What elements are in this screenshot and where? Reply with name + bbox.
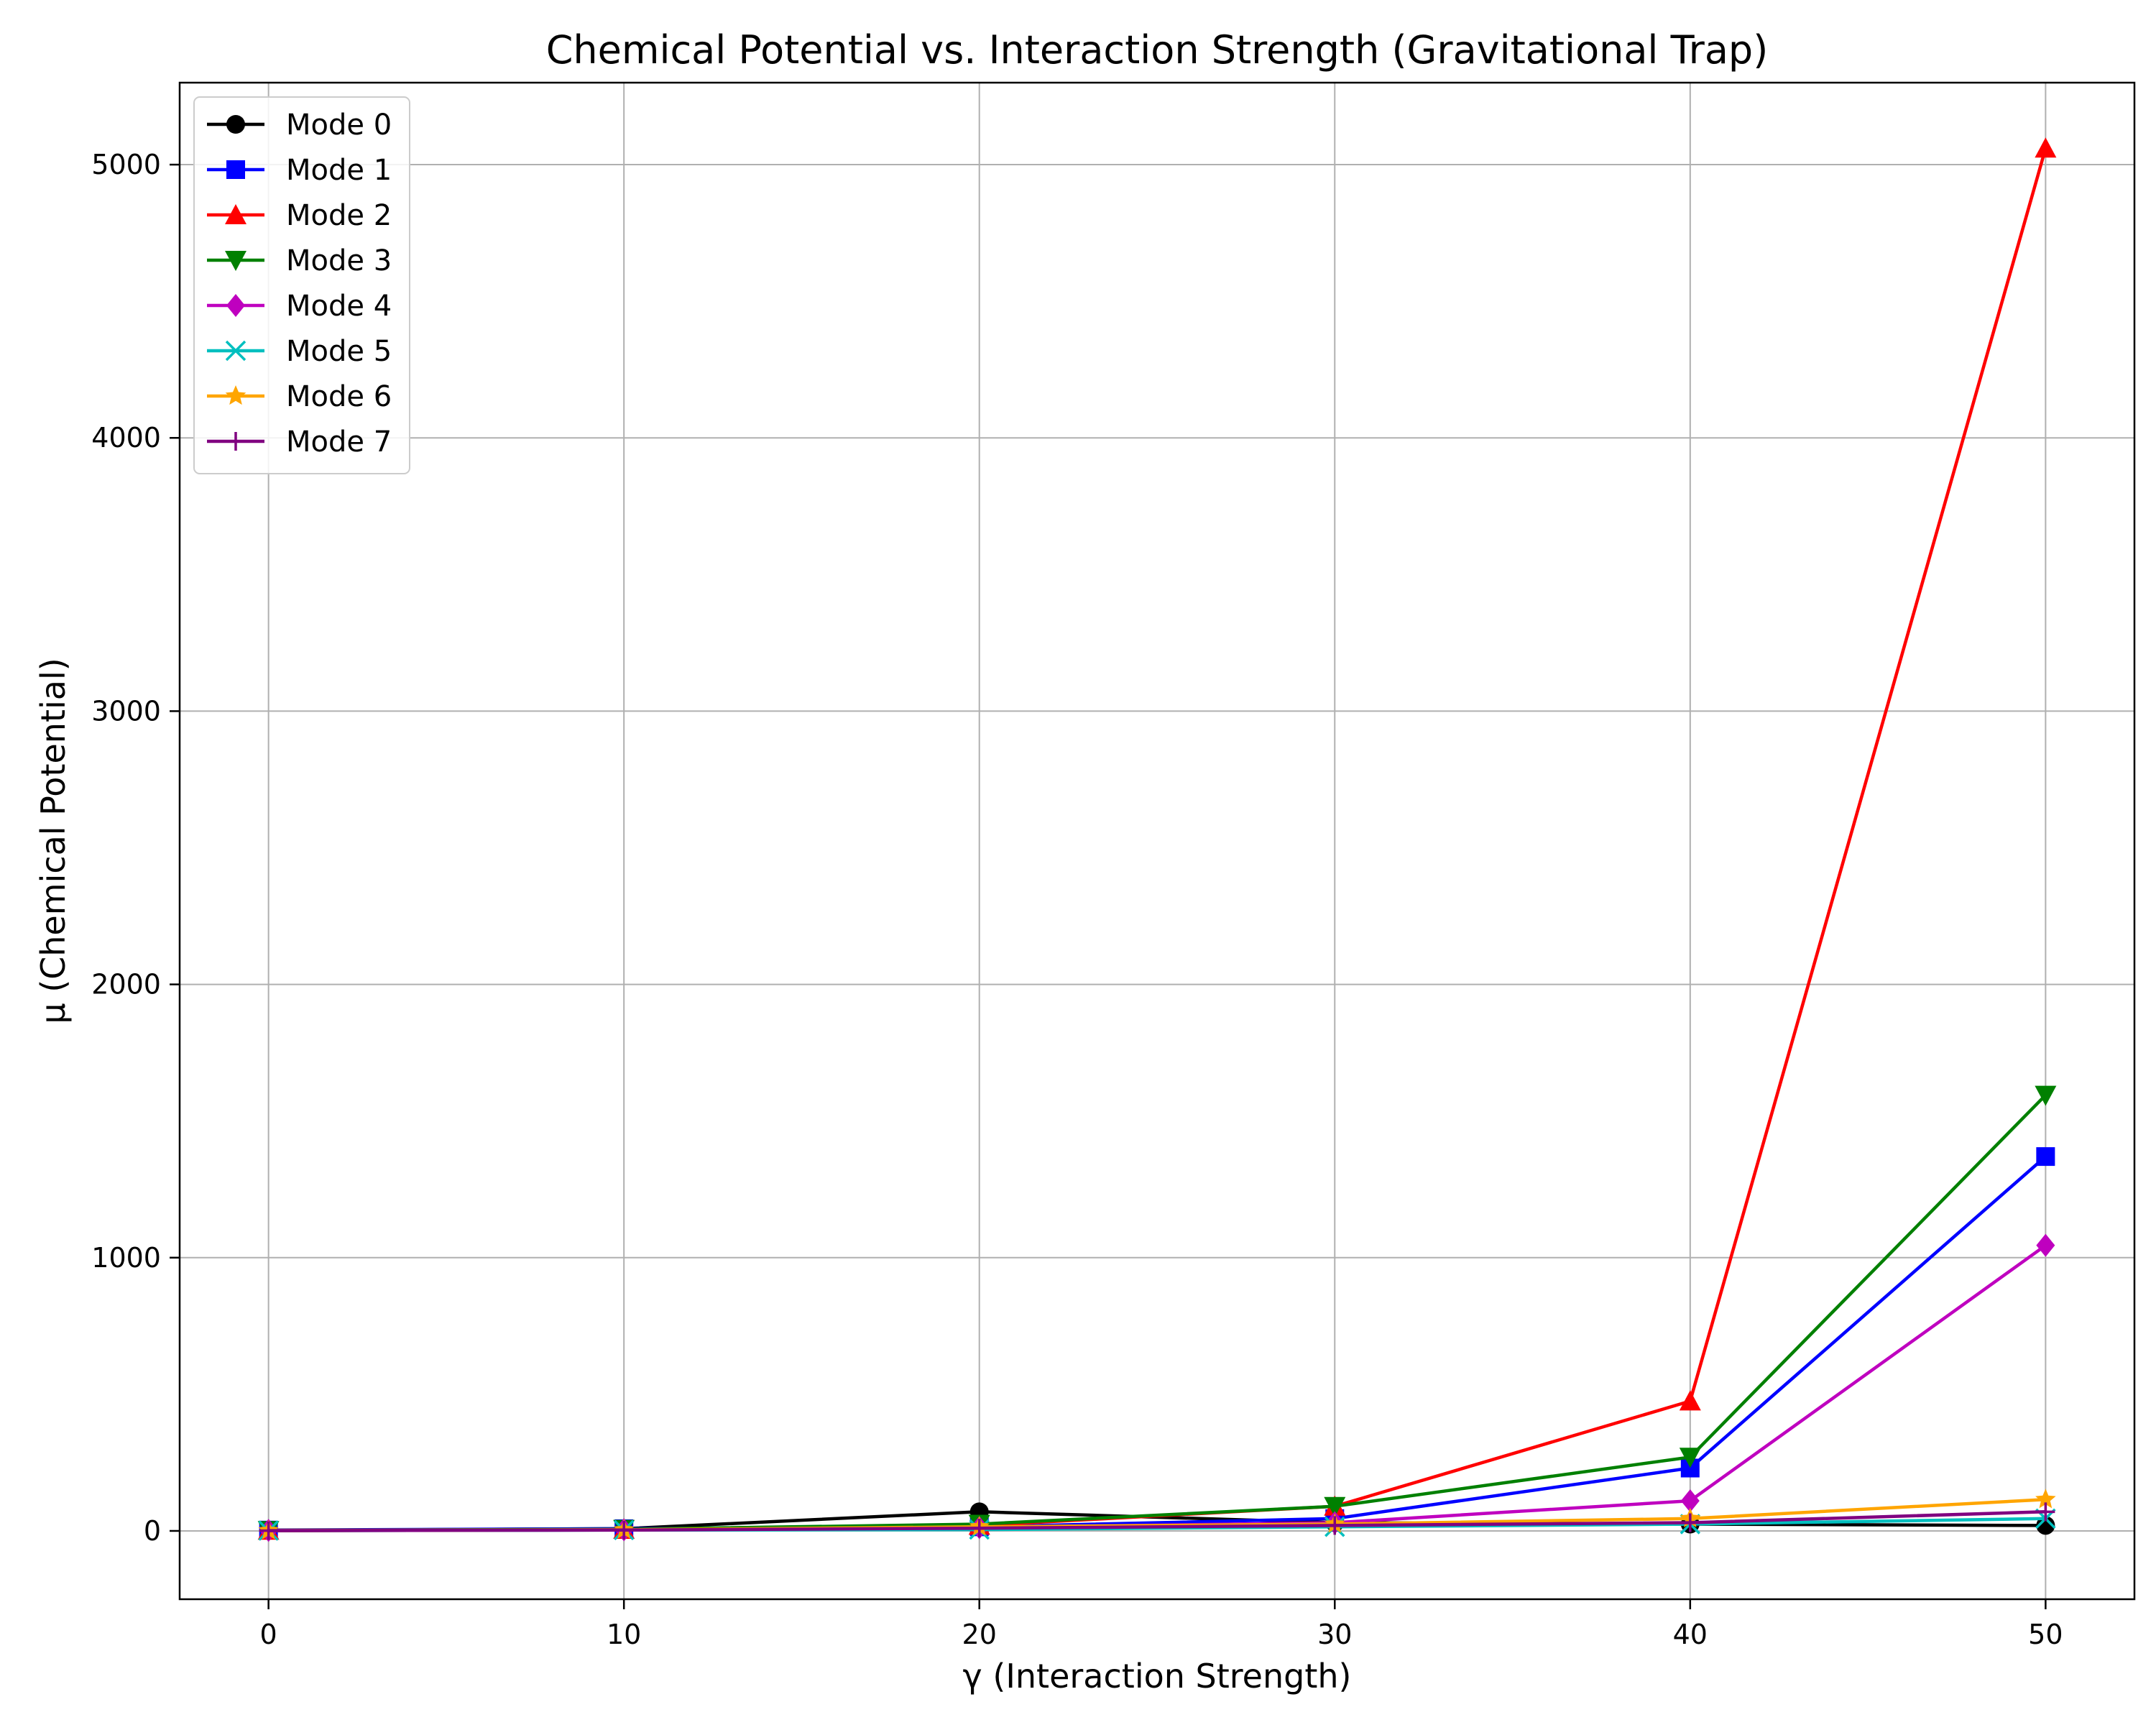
data-point — [2035, 137, 2057, 158]
legend-item: Mode 1 — [207, 154, 392, 187]
data-point — [259, 1521, 278, 1540]
legend-item: Mode 6 — [207, 380, 392, 413]
plot-series — [257, 137, 2057, 1542]
data-point — [969, 1519, 989, 1538]
data-point — [2036, 1516, 2055, 1535]
legend-marker — [225, 385, 247, 405]
legend-item: Mode 4 — [207, 290, 392, 323]
legend-marker — [226, 432, 245, 451]
data-point — [2036, 1233, 2055, 1257]
series-7 — [259, 1502, 2055, 1540]
data-point — [1325, 1516, 1345, 1535]
legend-marker — [225, 204, 247, 224]
data-point — [1680, 1489, 1700, 1513]
y-tick-label: 3000 — [91, 695, 161, 727]
x-tick-label: 0 — [260, 1619, 277, 1650]
y-axis-label: μ (Chemical Potential) — [34, 658, 73, 1024]
legend-marker — [225, 251, 247, 271]
data-point — [1324, 1496, 1346, 1517]
legend-box — [193, 96, 410, 474]
legend-marker — [225, 340, 247, 362]
y-tick-label: 2000 — [91, 969, 161, 1000]
legend-label: Mode 1 — [286, 154, 392, 187]
x-tick-label: 20 — [962, 1619, 997, 1650]
x-tick-label: 30 — [1317, 1619, 1352, 1650]
y-axis-ticks: 0 1000 2000 3000 4000 5000 — [91, 149, 180, 1547]
data-point — [614, 1520, 634, 1540]
legend-label: Mode 3 — [286, 244, 392, 277]
y-tick-label: 0 — [144, 1515, 161, 1547]
y-tick-label: 5000 — [91, 149, 161, 180]
legend-item: Mode 5 — [207, 335, 392, 368]
legend-marker — [226, 115, 245, 134]
legend-label: Mode 6 — [286, 380, 392, 413]
series-line — [268, 1510, 2046, 1532]
legend-label: Mode 0 — [286, 109, 392, 142]
grid — [180, 83, 2134, 1599]
legend-label: Mode 7 — [286, 426, 392, 459]
data-point — [2035, 1085, 2057, 1106]
x-tick-label: 10 — [607, 1619, 641, 1650]
y-tick-label: 1000 — [91, 1242, 161, 1274]
data-point — [1679, 1390, 1701, 1411]
legend-item: Mode 2 — [207, 199, 392, 232]
legend-item: Mode 0 — [207, 109, 392, 142]
x-axis-label: γ (Interaction Strength) — [963, 1657, 1352, 1696]
legend-label: Mode 2 — [286, 199, 392, 232]
legend-marker — [226, 294, 245, 317]
plot-frame — [178, 81, 2136, 1601]
x-tick-label: 50 — [2028, 1619, 2063, 1650]
legend: Mode 0 Mode 1 Mode 2 Mode 3 Mode 4 Mode 5 Mode… — [193, 96, 410, 474]
x-tick-label: 40 — [1673, 1619, 1708, 1650]
data-point — [2036, 1502, 2055, 1522]
data-point — [2035, 1489, 2056, 1509]
data-point — [2036, 1147, 2055, 1167]
x-axis-ticks: 0 10 20 30 40 50 — [260, 1599, 2063, 1650]
chart-title: Chemical Potential vs. Interaction Stren… — [546, 27, 1769, 73]
data-point — [1680, 1513, 1700, 1532]
data-point — [1679, 1448, 1701, 1468]
legend-item: Mode 7 — [207, 426, 392, 459]
legend-item: Mode 3 — [207, 244, 392, 277]
legend-label: Mode 4 — [286, 290, 392, 323]
y-tick-label: 4000 — [91, 422, 161, 454]
legend-label: Mode 5 — [286, 335, 392, 368]
legend-marker — [226, 160, 245, 179]
